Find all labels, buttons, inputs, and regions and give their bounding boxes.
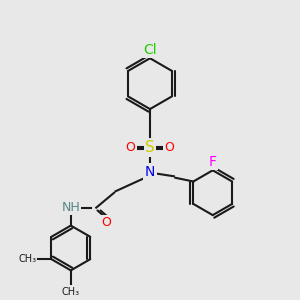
Text: N: N — [145, 165, 155, 179]
Text: O: O — [102, 216, 112, 229]
Text: S: S — [145, 140, 155, 155]
Text: F: F — [209, 155, 217, 169]
Text: Cl: Cl — [143, 43, 157, 57]
Text: CH₃: CH₃ — [62, 287, 80, 297]
Text: CH₃: CH₃ — [18, 254, 37, 264]
Text: O: O — [126, 141, 136, 154]
Text: O: O — [164, 141, 174, 154]
Text: NH: NH — [61, 201, 80, 214]
